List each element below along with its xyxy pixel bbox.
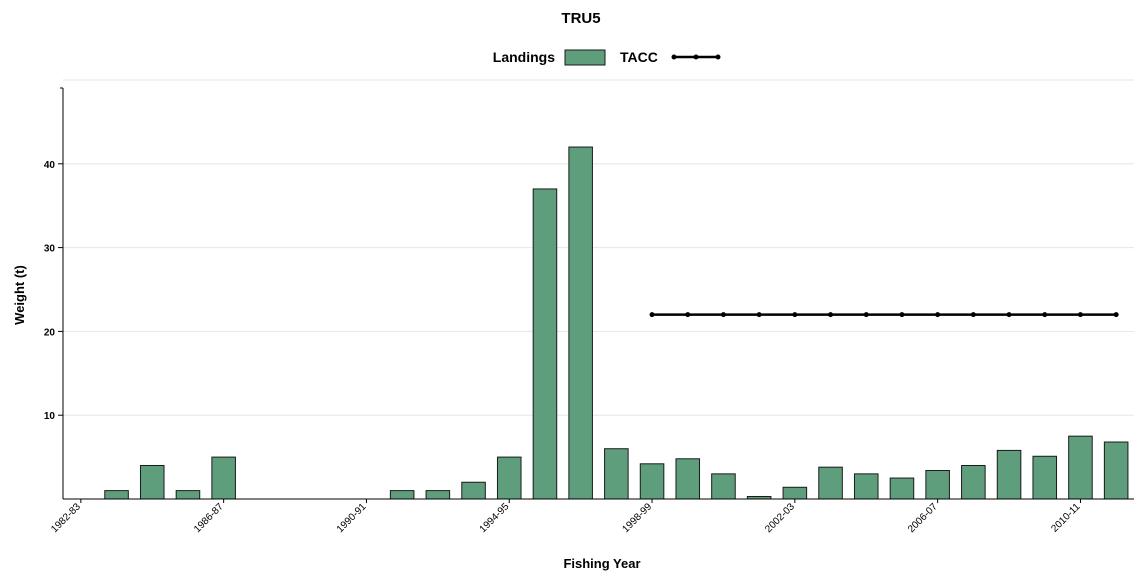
chart-title: TRU5	[561, 10, 600, 27]
bar-2002-03	[782, 486, 808, 500]
x-tick-label: 1986-87	[192, 501, 226, 535]
axes	[60, 87, 1134, 500]
tacc-point-2003-04	[828, 312, 834, 318]
tacc-point-2005-06	[899, 312, 905, 318]
bar-2008-09	[996, 449, 1022, 500]
bar-1991-92	[389, 490, 415, 500]
tacc-point-1998-99	[649, 312, 655, 318]
x-tick-label: 2010-11	[1049, 501, 1083, 535]
x-axis-ticks: 1982-83 1986-87 1990-91 1994-95 1998-99 2002-…	[49, 499, 1083, 535]
x-tick-label: 2002-03	[763, 501, 797, 535]
x-tick-label: 1994-95	[478, 501, 512, 535]
bar-2004-05	[853, 473, 879, 500]
tacc-point-2002-03	[792, 312, 798, 318]
bar-series-landings	[104, 146, 1129, 500]
y-tick-label: 30	[44, 244, 56, 255]
tacc-point-2011-12	[1113, 312, 1119, 318]
bar-1995-96	[532, 188, 558, 500]
legend-label-landings: Landings	[493, 49, 555, 65]
bar-2006-07	[925, 470, 950, 500]
y-tick-label: 40	[44, 160, 56, 171]
bar-2003-04	[818, 466, 843, 500]
tacc-point-2006-07	[935, 312, 941, 318]
legend-line-tacc	[671, 54, 721, 60]
legend-line-marker	[715, 54, 721, 60]
y-axis-label: Weight (t)	[12, 265, 27, 325]
y-tick-label: 20	[44, 327, 56, 338]
tacc-point-2008-09	[1006, 312, 1012, 318]
legend-line-marker	[671, 54, 677, 60]
bar-2000-01	[711, 473, 736, 500]
gridlines	[63, 79, 1134, 416]
bar-1984-85	[139, 464, 165, 500]
y-tick-label: 10	[44, 411, 56, 422]
tacc-point-2000-01	[720, 312, 726, 318]
legend-label-tacc: TACC	[620, 49, 658, 65]
legend-line-marker	[693, 54, 699, 60]
bar-1983-84	[104, 490, 129, 500]
bar-1993-94	[461, 481, 486, 500]
x-tick-label: 1982-83	[49, 501, 83, 535]
bar-1986-87	[211, 456, 236, 500]
x-axis-label: Fishing Year	[563, 556, 640, 571]
bar-2011-12	[1103, 441, 1129, 500]
tacc-point-2001-02	[756, 312, 762, 318]
bar-2009-10	[1032, 455, 1058, 500]
x-tick-label: 1990-91	[335, 501, 369, 535]
tacc-point-1999-00	[685, 312, 691, 318]
x-tick-label: 2006-07	[906, 501, 940, 535]
bar-1997-98	[604, 448, 629, 500]
bar-2005-06	[889, 477, 915, 500]
bar-1999-00	[675, 458, 701, 500]
tacc-point-2010-11	[1077, 312, 1083, 318]
bar-2007-08	[961, 464, 986, 500]
tacc-point-2004-05	[863, 312, 869, 318]
x-tick-label: 1998-99	[620, 501, 654, 535]
legend: Landings TACC	[493, 49, 721, 66]
tacc-point-2009-10	[1042, 312, 1048, 318]
bar-1998-99	[639, 463, 665, 500]
bar-1994-95	[496, 456, 522, 500]
bar-1985-86	[175, 490, 201, 500]
y-axis-ticks: 10 20 30 40	[44, 160, 63, 422]
line-series-tacc	[649, 312, 1119, 318]
bar-1996-97	[568, 146, 593, 500]
tacc-point-2007-08	[970, 312, 976, 318]
bar-2010-11	[1068, 435, 1093, 500]
bar-1992-93	[425, 490, 451, 500]
legend-swatch-landings	[564, 49, 606, 66]
